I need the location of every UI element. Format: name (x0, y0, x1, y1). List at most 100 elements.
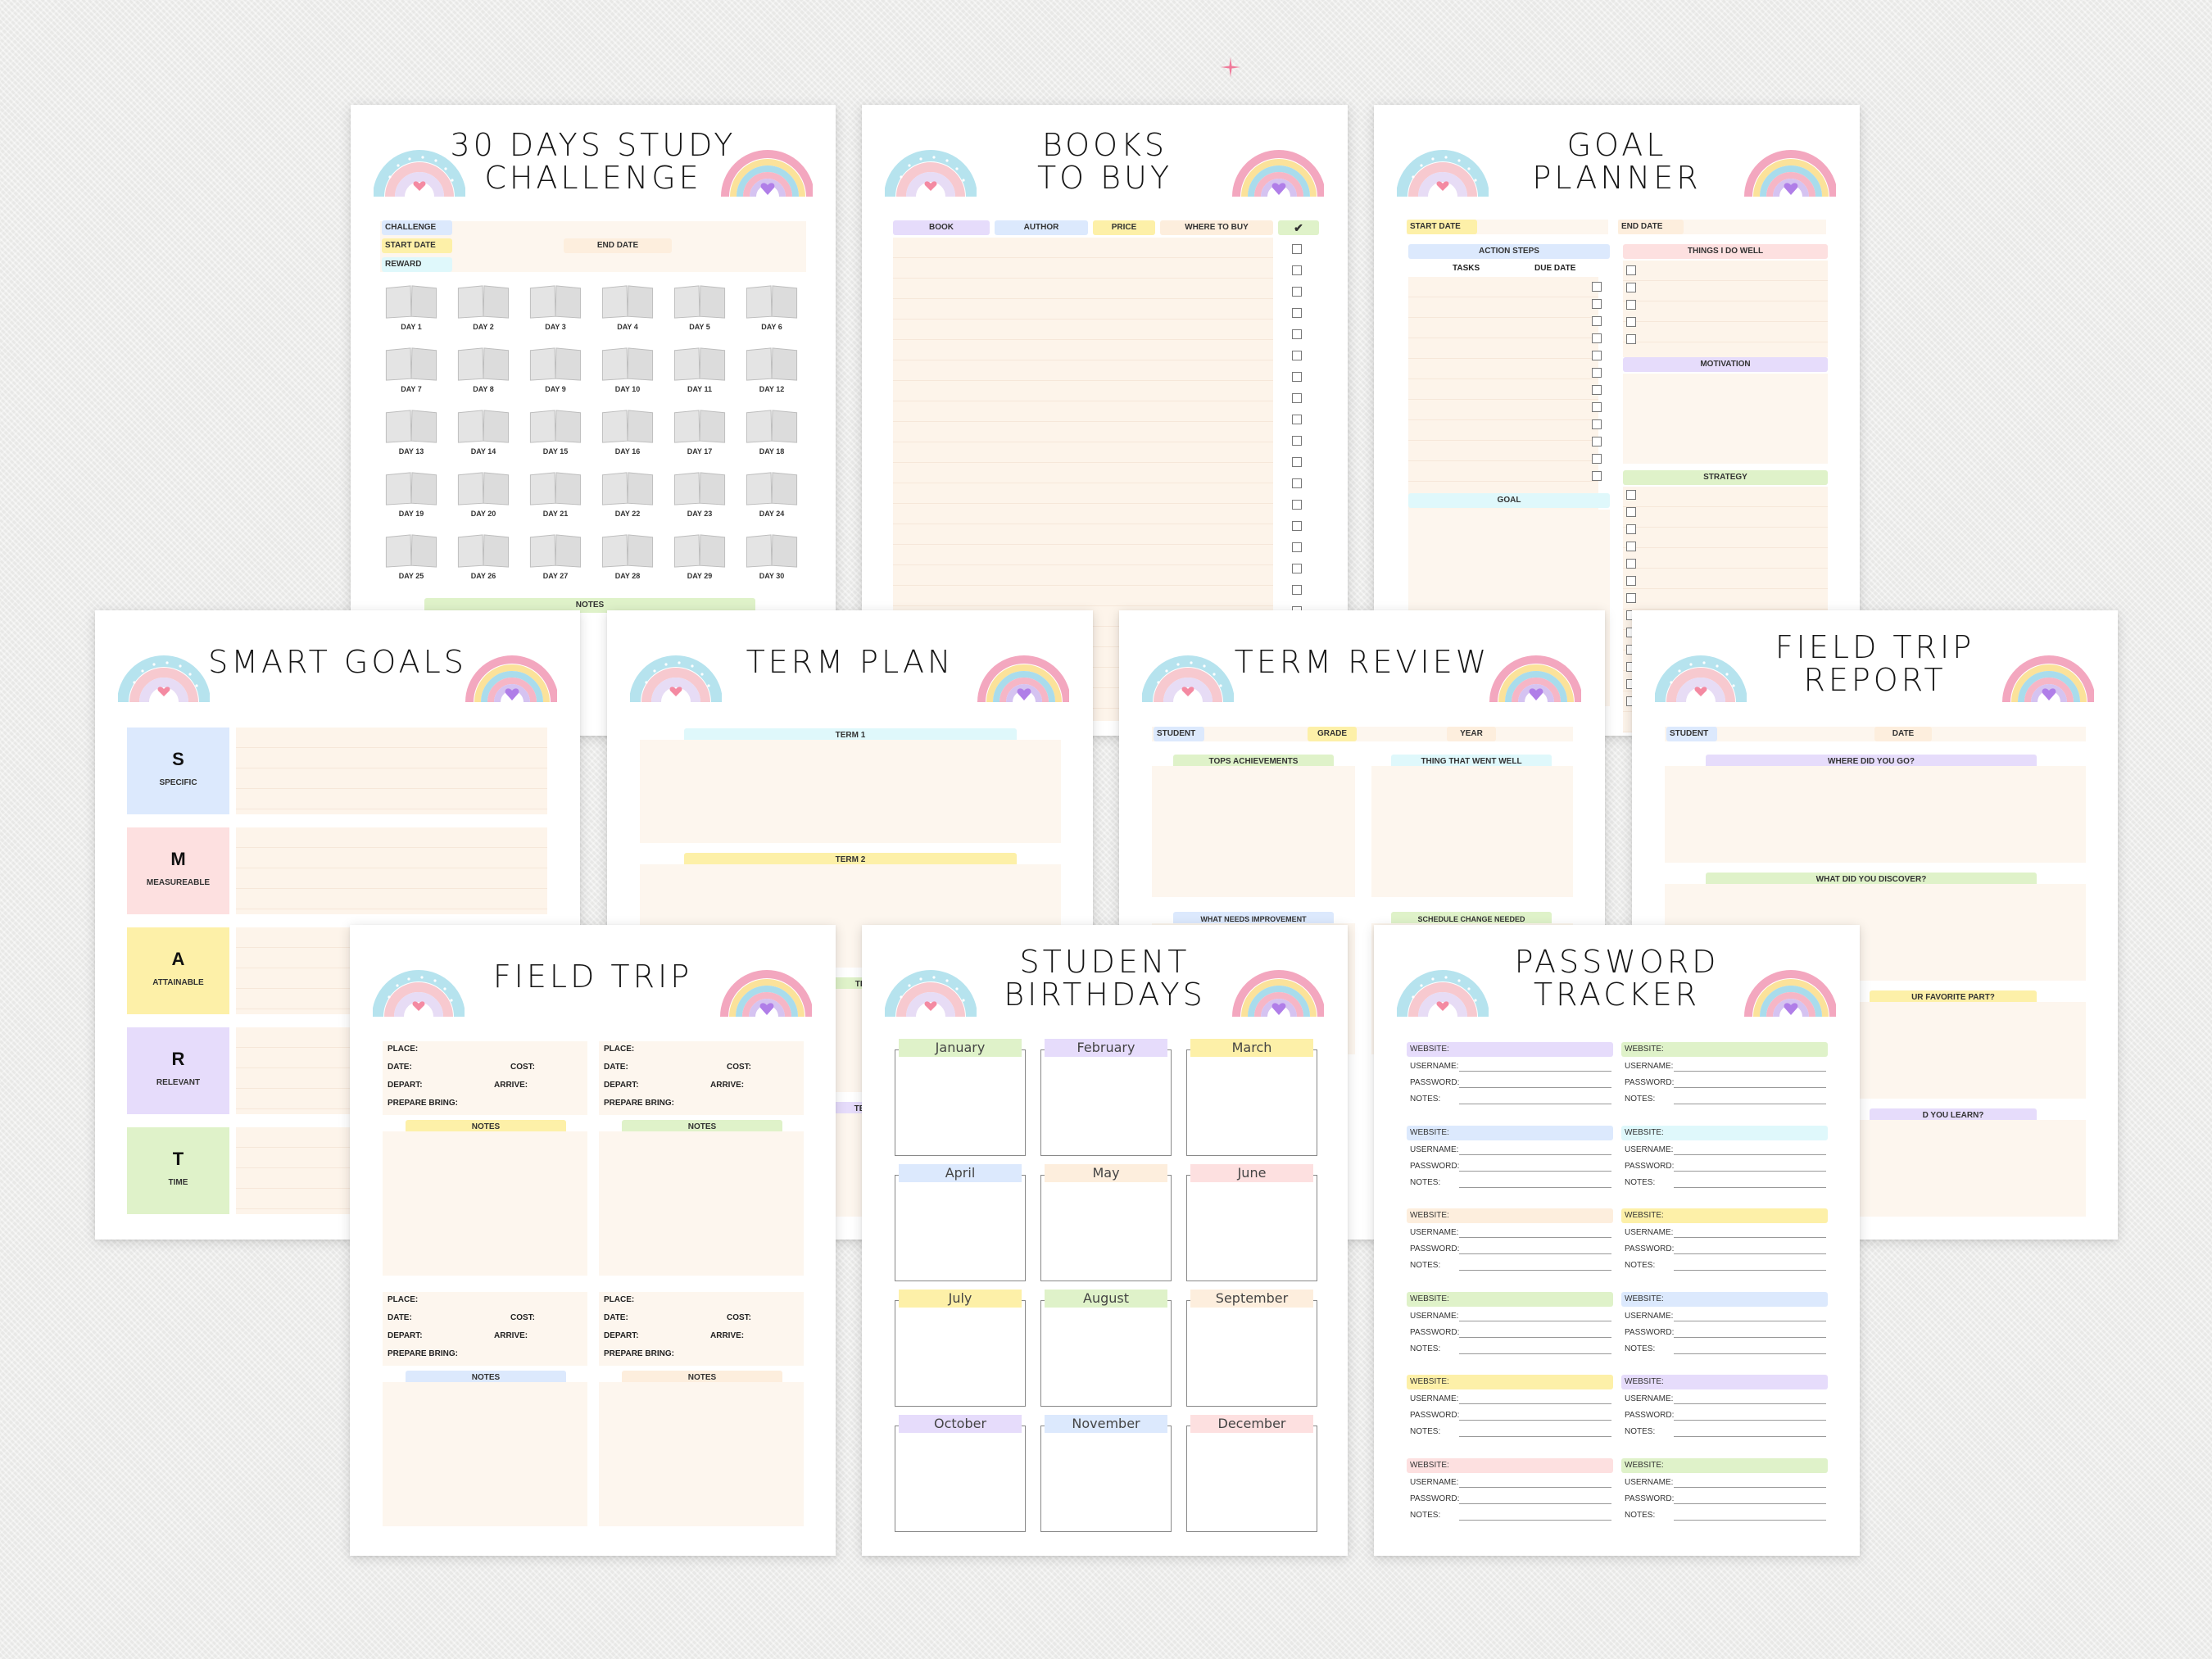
purchase-checkbox[interactable] (1292, 521, 1302, 531)
password-input-line[interactable] (1674, 1503, 1826, 1504)
month-box[interactable]: December (1186, 1415, 1317, 1532)
task-checkbox[interactable] (1592, 419, 1602, 429)
strategy-checkbox[interactable] (1626, 593, 1636, 603)
username-input-line[interactable] (1674, 1486, 1826, 1488)
task-checkbox[interactable] (1592, 299, 1602, 309)
password-input-line[interactable] (1459, 1503, 1611, 1504)
trip-info-box[interactable] (383, 1041, 587, 1115)
book-icon[interactable] (528, 470, 583, 506)
task-checkbox[interactable] (1592, 385, 1602, 395)
book-icon[interactable] (600, 408, 655, 444)
password-input-line[interactable] (1674, 1336, 1826, 1338)
book-icon[interactable] (456, 283, 511, 320)
task-checkbox[interactable] (1592, 402, 1602, 412)
task-checkbox[interactable] (1592, 282, 1602, 292)
month-box[interactable]: May (1040, 1164, 1172, 1281)
month-box[interactable]: February (1040, 1039, 1172, 1156)
notes-input-line[interactable] (1674, 1186, 1826, 1188)
notes-box[interactable] (599, 1382, 804, 1526)
notes-box[interactable] (383, 1131, 587, 1276)
book-icon[interactable] (600, 283, 655, 320)
password-input-line[interactable] (1459, 1420, 1611, 1421)
password-input-line[interactable] (1459, 1336, 1611, 1338)
month-box[interactable]: August (1040, 1290, 1172, 1407)
book-icon[interactable] (456, 408, 511, 444)
book-icon[interactable] (456, 533, 511, 569)
password-input-line[interactable] (1459, 1087, 1611, 1088)
book-icon[interactable] (672, 408, 728, 444)
student-field[interactable] (1152, 727, 1573, 741)
notes-input-line[interactable] (1459, 1436, 1611, 1437)
purchase-checkbox[interactable] (1292, 500, 1302, 510)
purchase-checkbox[interactable] (1292, 415, 1302, 424)
tops-box[interactable] (1152, 766, 1355, 897)
trip-info-box[interactable] (599, 1041, 804, 1115)
notes-input-line[interactable] (1674, 1353, 1826, 1354)
purchase-checkbox[interactable] (1292, 244, 1302, 254)
book-icon[interactable] (672, 533, 728, 569)
trip-info-box[interactable] (599, 1292, 804, 1366)
purchase-checkbox[interactable] (1292, 564, 1302, 573)
task-checkbox[interactable] (1592, 471, 1602, 481)
password-input-line[interactable] (1459, 1253, 1611, 1254)
where-box[interactable] (1665, 766, 2086, 863)
month-box[interactable]: April (895, 1164, 1026, 1281)
strategy-checkbox[interactable] (1626, 542, 1636, 551)
strength-checkbox[interactable] (1626, 334, 1636, 344)
purchase-checkbox[interactable] (1292, 436, 1302, 446)
notes-input-line[interactable] (1674, 1436, 1826, 1437)
smart-notes-lines[interactable] (236, 728, 547, 814)
notes-box[interactable] (599, 1131, 804, 1276)
book-icon[interactable] (744, 408, 800, 444)
month-box[interactable]: January (895, 1039, 1026, 1156)
purchase-checkbox[interactable] (1292, 351, 1302, 360)
password-input-line[interactable] (1459, 1170, 1611, 1172)
username-input-line[interactable] (1674, 1237, 1826, 1238)
strategy-checkbox[interactable] (1626, 490, 1636, 500)
username-input-line[interactable] (1459, 1237, 1611, 1238)
task-checkbox[interactable] (1592, 333, 1602, 343)
strategy-checkbox[interactable] (1626, 576, 1636, 586)
purchase-checkbox[interactable] (1292, 478, 1302, 488)
book-icon[interactable] (528, 283, 583, 320)
term1-box[interactable] (640, 740, 1061, 843)
book-icon[interactable] (528, 346, 583, 382)
purchase-checkbox[interactable] (1292, 372, 1302, 382)
month-box[interactable]: March (1186, 1039, 1317, 1156)
book-icon[interactable] (600, 533, 655, 569)
month-box[interactable]: July (895, 1290, 1026, 1407)
username-input-line[interactable] (1674, 1403, 1826, 1404)
book-icon[interactable] (528, 533, 583, 569)
strength-checkbox[interactable] (1626, 300, 1636, 310)
username-input-line[interactable] (1459, 1486, 1611, 1488)
purchase-checkbox[interactable] (1292, 287, 1302, 297)
password-input-line[interactable] (1674, 1420, 1826, 1421)
task-checkbox[interactable] (1592, 368, 1602, 378)
trip-info-box[interactable] (383, 1292, 587, 1366)
strength-checkbox[interactable] (1626, 317, 1636, 327)
task-checkbox[interactable] (1592, 316, 1602, 326)
purchase-checkbox[interactable] (1292, 542, 1302, 552)
book-icon[interactable] (744, 470, 800, 506)
purchase-checkbox[interactable] (1292, 308, 1302, 318)
strategy-checkbox[interactable] (1626, 507, 1636, 517)
book-icon[interactable] (456, 346, 511, 382)
username-input-line[interactable] (1674, 1154, 1826, 1155)
password-input-line[interactable] (1674, 1087, 1826, 1088)
purchase-checkbox[interactable] (1292, 329, 1302, 339)
month-box[interactable]: November (1040, 1415, 1172, 1532)
purchase-checkbox[interactable] (1292, 457, 1302, 467)
notes-input-line[interactable] (1459, 1186, 1611, 1188)
book-icon[interactable] (528, 408, 583, 444)
username-input-line[interactable] (1459, 1403, 1611, 1404)
task-checkbox[interactable] (1592, 351, 1602, 360)
strategy-checkbox[interactable] (1626, 524, 1636, 534)
book-icon[interactable] (672, 346, 728, 382)
book-icon[interactable] (383, 533, 439, 569)
task-checkbox[interactable] (1592, 454, 1602, 464)
strategy-checkbox[interactable] (1626, 559, 1636, 569)
username-input-line[interactable] (1459, 1071, 1611, 1072)
task-checkbox[interactable] (1592, 437, 1602, 446)
month-box[interactable]: September (1186, 1290, 1317, 1407)
month-box[interactable]: October (895, 1415, 1026, 1532)
